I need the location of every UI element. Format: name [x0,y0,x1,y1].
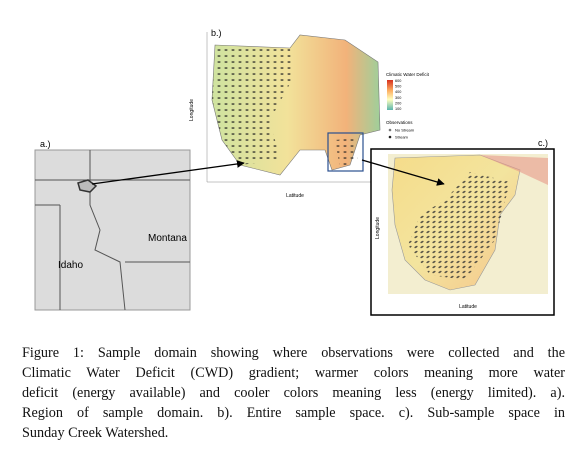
legend-symbol [388,128,392,132]
legend-entry: No Stream [395,128,415,133]
figure: a.) Montana Idaho b.) Latitude Longitude… [34,28,555,316]
caption-line: Region of sample domain. b). Entire samp… [22,405,565,421]
caption-line: Climatic Water Deficit (CWD) gradient; w… [22,365,565,381]
region-label: Idaho [58,260,83,271]
caption-line: deficit (energy available) and cooler co… [22,385,565,401]
panel-label: a.) [40,139,51,149]
region-map [34,149,191,311]
legend-symbol [388,135,392,139]
legend-tick-label: 500 [395,85,401,89]
sample-outline [77,179,98,193]
state-borders [35,150,190,311]
x-axis-label: Latitude [459,304,477,310]
arrow [361,159,445,186]
sample-map [211,34,381,176]
legend-tick-label: 600 [395,79,401,83]
subsample-map [480,155,548,185]
legend-entry: Stream [395,135,409,140]
y-axis-label: Longitude [189,99,195,121]
legend-tick-label: 300 [395,96,401,100]
panel-label: c.) [538,138,548,148]
legend-tick-label: 400 [395,90,401,94]
region-label: Montana [148,233,187,244]
caption: Figure 1: Sample domain showing where ob… [22,343,565,443]
panel-label: b.) [211,28,222,38]
legend-colorbar [387,80,393,110]
caption-line: Figure 1: Sample domain showing where ob… [22,345,565,361]
legend-title: Observations [386,120,413,125]
subsample-box [327,132,364,172]
legend-tick-label: 100 [395,107,401,111]
arrow [91,160,245,185]
y-axis-label: Longitude [375,217,381,239]
caption-line: Sunday Creek Watershed. [22,425,169,441]
x-axis-label: Latitude [286,193,304,199]
legend-title: Climatic Water Deficit [386,72,430,77]
observation-points [408,172,510,280]
legend-tick-label: 200 [395,101,401,105]
